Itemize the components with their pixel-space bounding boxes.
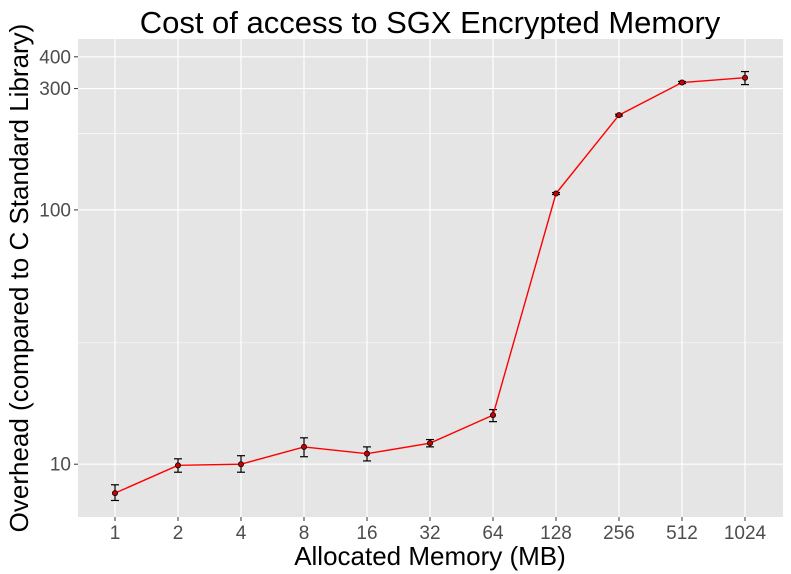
data-point [679,79,686,86]
data-point [237,461,244,468]
data-points [112,74,749,497]
x-tick-label: 256 [603,523,635,544]
data-point [742,74,749,81]
x-tick-label: 512 [666,523,698,544]
data-point [553,190,560,197]
y-axis-title: Overhead (compared to C Standard Library… [4,24,34,533]
x-tick-label: 16 [356,523,377,544]
x-tick-label: 32 [419,523,440,544]
data-point [616,112,623,119]
x-axis-title: Allocated Memory (MB) [294,541,566,571]
y-tick-label: 10 [50,455,71,476]
y-tick-label: 300 [39,79,71,100]
data-point [112,490,119,497]
x-tick-label: 8 [299,523,310,544]
y-axis-ticks: 10 100 300 400 [39,47,78,476]
x-tick-label: 64 [482,523,504,544]
data-point [174,462,181,469]
x-tick-label: 128 [540,523,572,544]
x-axis-ticks: 1 2 4 8 16 32 64 128 256 512 1024 [110,517,767,544]
x-tick-label: 2 [173,523,184,544]
x-tick-label: 1024 [724,523,767,544]
data-point [489,412,496,419]
data-point [300,443,307,450]
chart-title: Cost of access to SGX Encrypted Memory [140,5,721,40]
data-point [426,440,433,447]
y-tick-label: 100 [39,200,71,221]
x-tick-label: 4 [236,523,247,544]
data-point [363,450,370,457]
x-tick-label: 1 [110,523,121,544]
y-tick-label: 400 [39,47,71,68]
